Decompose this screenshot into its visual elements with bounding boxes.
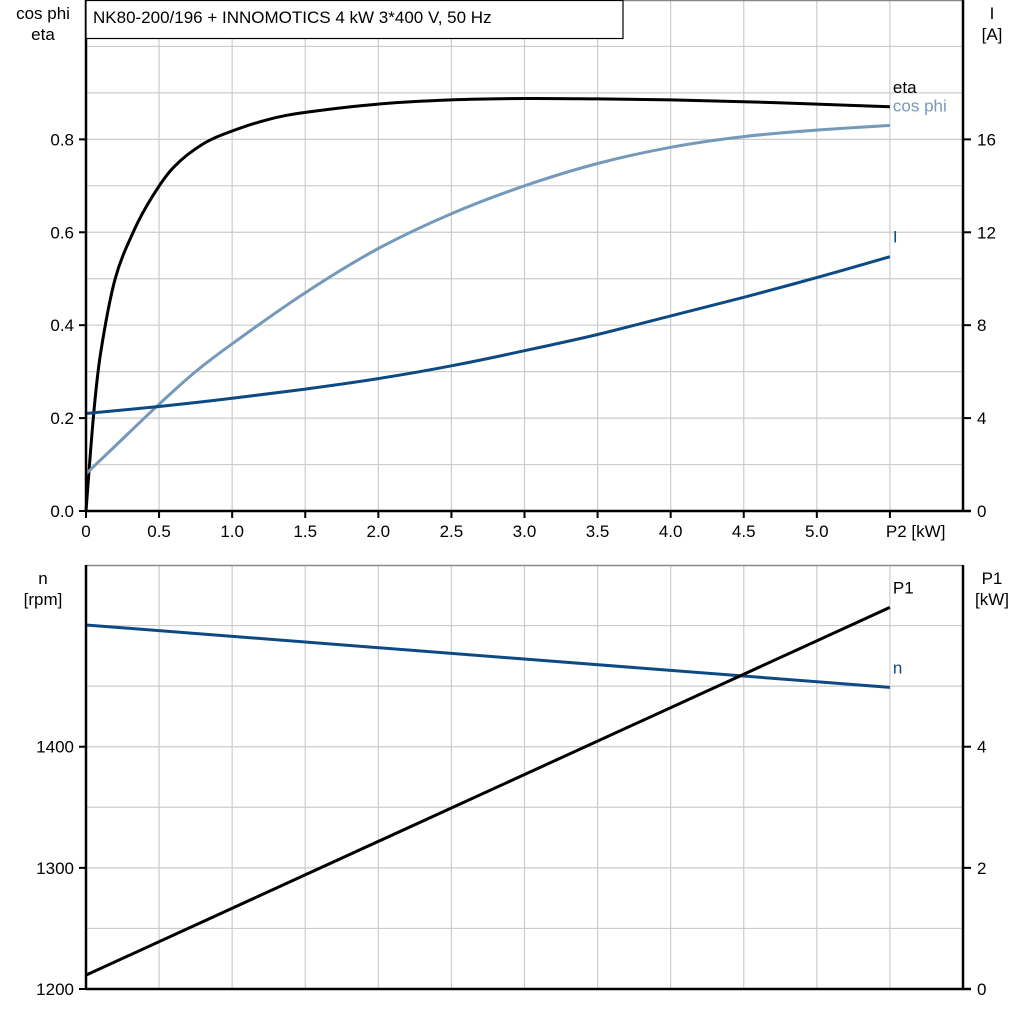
series-label-p1: P1 [893, 578, 914, 597]
y-left-tick-label: 0.4 [50, 316, 74, 335]
x-axis-label: P2 [kW] [886, 522, 946, 541]
series-label-n: n [893, 658, 902, 677]
x-tick-label: 4.5 [732, 522, 756, 541]
y-right-axis-label: I [990, 4, 995, 23]
series-line-i [85, 255, 891, 415]
x-tick-label: 2.0 [367, 522, 391, 541]
y-left-axis-label-unit: [rpm] [24, 590, 63, 609]
y-left-tick-label: 0.0 [50, 502, 74, 521]
series-line-p1 [85, 606, 891, 977]
y-right-axis-label-unit: [kW] [975, 590, 1009, 609]
title-box [85, 0, 624, 40]
chart-panel-2: n P1 1200 1300 1400 0 2 4 n [rpm] P1 [kW] [24, 564, 1009, 999]
x-tick-label: 1.0 [220, 522, 244, 541]
series-line-n [85, 623, 891, 689]
x-tick-label: 0.5 [147, 522, 171, 541]
x-tick-label: 1.5 [293, 522, 317, 541]
series-label-cos-phi: cos phi [893, 96, 947, 115]
y-left-axis-label: n [38, 569, 47, 588]
y-right-tick-label: 4 [977, 409, 986, 428]
y-left-tick-label: 1400 [36, 738, 74, 757]
series-label-eta: eta [893, 78, 917, 97]
y-left-axis-label: cos phi [16, 4, 70, 23]
x-tick-label: 0 [81, 522, 90, 541]
y-right-tick-label: 0 [977, 502, 986, 521]
y-left-tick-label: 1200 [36, 980, 74, 999]
series-line-cos-phi [84, 123, 890, 475]
y-left-tick-label: 1300 [36, 859, 74, 878]
x-tick-label: 4.0 [659, 522, 683, 541]
x-tick-label: 5.0 [805, 522, 829, 541]
y-right-tick-label: 12 [977, 223, 996, 242]
x-tick-label: 3.0 [513, 522, 537, 541]
y-right-axis-label-unit: [A] [982, 25, 1003, 44]
y-right-tick-label: 0 [977, 980, 986, 999]
y-right-tick-label: 8 [977, 316, 986, 335]
series-label-i: I [893, 228, 898, 247]
y-right-tick-label: 4 [977, 738, 986, 757]
y-right-axis-label: P1 [982, 569, 1003, 588]
y-right-tick-label: 16 [977, 130, 996, 149]
y-left-tick-label: 0.6 [50, 223, 74, 242]
y-left-tick-label: 0.8 [50, 130, 74, 149]
y-left-tick-label: 0.2 [50, 409, 74, 428]
x-tick-label: 3.5 [586, 522, 610, 541]
chart-title: NK80-200/196 + INNOMOTICS 4 kW 3*400 V, … [93, 8, 492, 27]
x-tick-label: 2.5 [440, 522, 464, 541]
y-right-tick-label: 2 [977, 859, 986, 878]
y-left-axis-label-unit: eta [31, 25, 55, 44]
series-line-eta [84, 96, 890, 512]
